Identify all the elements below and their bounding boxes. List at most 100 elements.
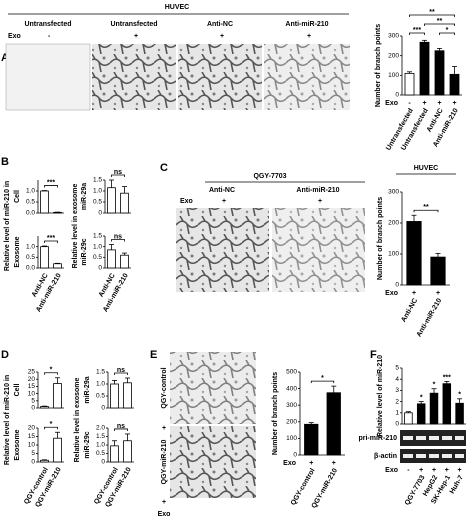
significance-label: ns [114, 169, 122, 176]
bar [53, 437, 62, 463]
column-label: Untransfected [110, 21, 157, 28]
y-tick-label: 1.0 [93, 243, 102, 250]
y-tick-label: 0 [31, 405, 35, 412]
x-tick-label: QGY-control [290, 467, 317, 506]
exo-label: Exo [385, 467, 398, 474]
significance-bracket [424, 23, 455, 26]
significance-label: * [50, 367, 53, 374]
y-tick-label: 200 [286, 419, 297, 426]
significance-label: *** [413, 27, 421, 34]
exo-sign: + [332, 460, 336, 467]
bar [434, 50, 445, 96]
exo-sign: + [422, 100, 426, 107]
y-tick-label: 0.0 [26, 210, 35, 217]
x-tick-label: Anti-NC [400, 297, 419, 323]
gel-bands [403, 436, 464, 458]
bar [53, 383, 62, 409]
bar [406, 221, 422, 286]
bar [419, 41, 430, 96]
significance-bracket [409, 14, 455, 17]
y-tick-label: 1.5 [93, 233, 102, 240]
panel-title: HUVEC [165, 4, 190, 11]
micrograph [272, 208, 365, 292]
gel-label: pri-miR-210 [358, 435, 397, 442]
exo-sign: + [318, 198, 322, 205]
y-tick-label: 100 [388, 72, 399, 79]
bar [326, 392, 341, 456]
axis-label: Exosome [14, 236, 21, 267]
micrograph [170, 352, 256, 424]
exo-sign: + [309, 460, 313, 467]
y-tick-label: 1.0 [26, 188, 35, 195]
bar [123, 440, 132, 463]
axis-label: Cell [14, 190, 21, 203]
exo-sign: - [408, 100, 411, 107]
axis-label: Number of branch points [272, 372, 279, 455]
column-label: Anti-NC [207, 21, 233, 28]
y-tick-label: 300 [286, 402, 297, 409]
significance-bracket [409, 32, 425, 35]
exo-label: Exo [385, 100, 398, 107]
y-tick-label: 3 [395, 387, 399, 394]
y-tick-label: 20 [28, 376, 36, 383]
y-tick-label: 1.5 [96, 433, 105, 440]
y-tick-label: 25 [28, 369, 36, 376]
y-tick-label: 5 [395, 365, 399, 372]
significance-label: ** [437, 18, 443, 25]
exo-sign: + [419, 467, 423, 474]
y-tick-label: 500 [286, 369, 297, 376]
micrograph [170, 426, 256, 498]
exo-sign: + [432, 467, 436, 474]
bar [53, 263, 62, 269]
y-tick-label: 0 [101, 405, 105, 412]
axis-label: miR-29a [81, 183, 88, 210]
significance-bracket [114, 428, 128, 431]
significance-bracket [114, 372, 128, 375]
y-tick-label: 0 [395, 421, 399, 428]
exo-sign: + [222, 198, 226, 205]
column-label: Anti-miR-210 [296, 187, 339, 194]
panel-title: QGY-7703 [253, 173, 286, 180]
y-tick-label: 2 [395, 398, 399, 405]
exo-label: Exo [385, 290, 398, 297]
y-tick-label: 0 [395, 282, 399, 289]
bar [455, 402, 464, 425]
y-tick-label: 0.5 [93, 199, 102, 206]
significance-label: * [458, 392, 461, 399]
y-tick-label: 1.5 [93, 177, 102, 184]
significance-label: * [446, 27, 449, 34]
y-tick-label: 0 [101, 459, 105, 466]
significance-bracket [111, 174, 125, 177]
panel-label: E [150, 349, 157, 361]
bar [442, 383, 452, 425]
y-tick-label: 0.5 [96, 393, 105, 400]
y-tick-label: 0 [98, 265, 102, 272]
significance-label: *** [47, 235, 55, 242]
y-tick-label: 15 [28, 433, 36, 440]
y-tick-label: 200 [388, 52, 399, 59]
bar [40, 246, 49, 269]
y-tick-label: 5 [31, 450, 35, 457]
panel-label: D [1, 349, 9, 361]
significance-label: ns [117, 367, 125, 374]
exo-sign: + [436, 290, 440, 297]
exo-sign: + [412, 290, 416, 297]
axis-label: Relative level of miR-210 in [4, 375, 11, 465]
axis-label: Relative level of miR-210 [377, 355, 384, 437]
column-label: Anti-NC [209, 187, 235, 194]
exo-label: Exo [180, 198, 193, 205]
axis-label: Exosome [14, 429, 21, 460]
axis-label: Number of branch points [377, 197, 384, 280]
micrograph [176, 208, 269, 292]
row-label: QGY-miR-210 [161, 440, 168, 485]
bar [449, 73, 460, 96]
bar [120, 254, 129, 269]
significance-label: * [420, 394, 423, 401]
exo-label: Exo [283, 460, 296, 467]
y-tick-label: 0.5 [26, 254, 35, 261]
exo-label: Exo [8, 33, 21, 40]
exo-sign: - [407, 467, 410, 474]
y-tick-label: 0 [395, 92, 399, 99]
chart-title: HUVEC [414, 165, 439, 172]
y-tick-label: 300 [388, 33, 399, 40]
